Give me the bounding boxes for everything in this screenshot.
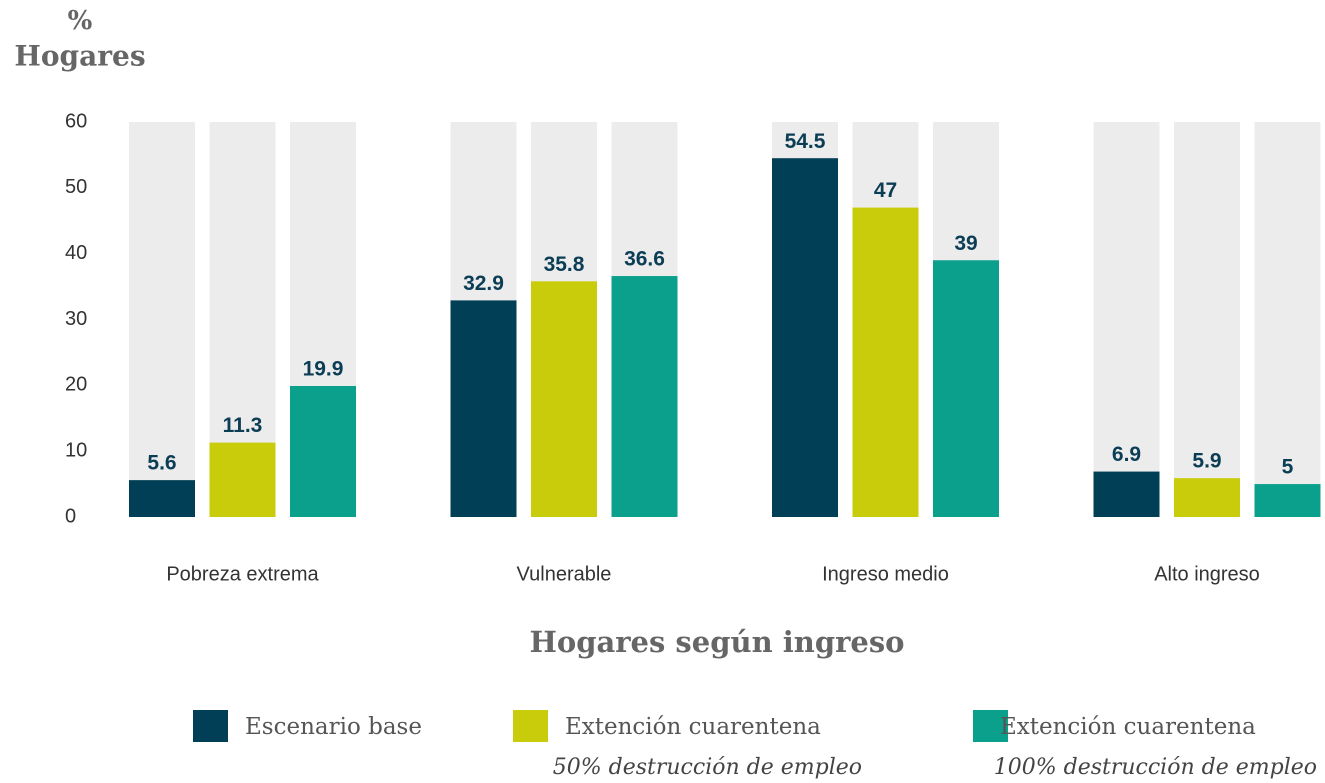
legend-swatch xyxy=(513,710,548,742)
y-tick-label: 60 xyxy=(65,110,87,132)
bar-background xyxy=(1174,122,1240,517)
bar-background xyxy=(129,122,195,517)
bar xyxy=(290,385,356,517)
bar xyxy=(531,281,597,517)
y-axis-label: % xyxy=(68,6,93,36)
x-tick-label: Alto ingreso xyxy=(1154,563,1260,585)
value-label: 6.9 xyxy=(1112,443,1141,466)
bar xyxy=(933,260,999,517)
value-label: 5 xyxy=(1282,456,1294,479)
legend-note: 50% destrucción de empleo xyxy=(553,755,862,780)
y-axis-label: Hogares xyxy=(14,40,145,73)
bar xyxy=(209,442,276,517)
value-label: 54.5 xyxy=(785,130,826,153)
value-label: 5.9 xyxy=(1192,450,1221,473)
bar-background xyxy=(1093,122,1160,517)
legend-label: Extención cuarentena xyxy=(565,714,821,740)
y-tick-label: 30 xyxy=(65,308,87,330)
value-label: 36.6 xyxy=(624,248,665,271)
bar xyxy=(772,158,838,518)
bar xyxy=(1093,471,1160,517)
value-label: 5.6 xyxy=(147,452,176,475)
legend-swatch xyxy=(973,710,1008,742)
x-tick-label: Ingreso medio xyxy=(822,563,949,585)
bar xyxy=(852,207,919,518)
x-axis-label: Hogares según ingreso xyxy=(529,625,904,659)
bar xyxy=(450,300,517,517)
y-tick-label: 20 xyxy=(65,374,87,396)
legend-label: Escenario base xyxy=(245,714,422,740)
bar xyxy=(611,276,678,517)
bar-background xyxy=(1254,122,1321,517)
y-tick-label: 0 xyxy=(65,505,76,527)
y-tick-label: 50 xyxy=(65,176,87,198)
bar xyxy=(1174,478,1240,517)
legend-swatch xyxy=(193,710,228,742)
value-label: 39 xyxy=(954,232,977,255)
value-label: 35.8 xyxy=(544,253,585,276)
bar xyxy=(129,480,195,517)
x-tick-label: Vulnerable xyxy=(517,563,612,585)
y-tick-label: 40 xyxy=(65,242,87,264)
legend-label: Extención cuarentena xyxy=(1000,714,1256,740)
value-label: 11.3 xyxy=(223,414,263,437)
value-label: 47 xyxy=(874,179,897,202)
x-tick-label: Pobreza extrema xyxy=(166,563,319,585)
value-label: 19.9 xyxy=(303,358,344,381)
y-tick-label: 10 xyxy=(65,439,87,461)
bar xyxy=(1254,484,1321,517)
legend-note: 100% destrucción de empleo xyxy=(994,755,1317,780)
value-label: 32.9 xyxy=(463,272,504,295)
